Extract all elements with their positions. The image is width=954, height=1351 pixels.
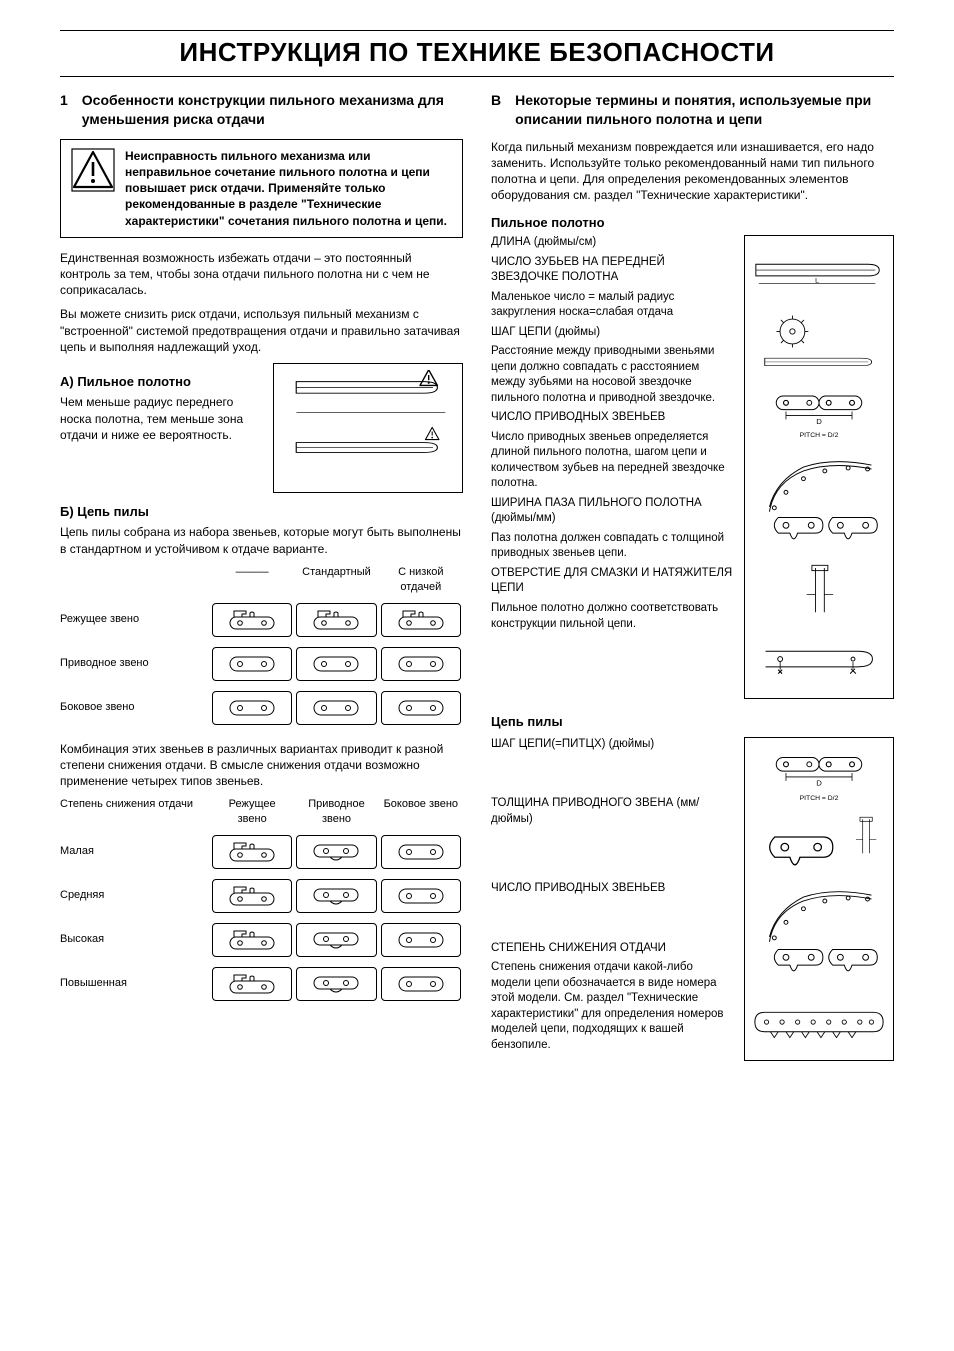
table-header: ——— [210, 565, 294, 595]
warning-box: Неисправность пильного механизма или неп… [60, 139, 463, 238]
right-column: В Некоторые термины и понятия, используе… [491, 91, 894, 1061]
row-label: Режущее звено [60, 612, 210, 627]
row-label: Средняя [60, 888, 210, 903]
table-row: Боковое звено [60, 689, 463, 727]
spec-item: СТЕПЕНЬ СНИЖЕНИЯ ОТДАЧИ [491, 941, 734, 957]
paragraph: Вы можете снизить риск отдачи, используя… [60, 306, 463, 355]
section-b-heading: В Некоторые термины и понятия, используе… [491, 91, 894, 129]
paragraph: Когда пильный механизм повреждается или … [491, 139, 894, 204]
spec-item: ОТВЕРСТИЕ ДЛЯ СМАЗКИ И НАТЯЖИТЕЛЯ ЦЕПИ [491, 566, 734, 597]
table-header: Приводное звено [294, 797, 378, 827]
table-header: С низкой отдачей [379, 565, 463, 595]
sprocket-diagram [751, 312, 887, 374]
section-1-heading: 1 Особенности конструкции пильного механ… [60, 91, 463, 129]
two-column-layout: 1 Особенности конструкции пильного механ… [60, 91, 894, 1061]
warning-icon [71, 148, 115, 192]
bar-specs-block: ДЛИНА (дюймы/см) ЧИСЛО ЗУБЬЕВ НА ПЕРЕДНЕ… [491, 235, 894, 699]
section-title: Особенности конструкции пильного механиз… [82, 91, 463, 129]
chain-diagrams: PITCH = D/2 [744, 737, 894, 1061]
drive-link-icon [397, 653, 445, 675]
chain-strip-diagram [751, 992, 887, 1054]
drive-thickness-diagram [751, 814, 887, 876]
pitch-diagram: PITCH = D/2 [751, 382, 887, 444]
paragraph: Цепь пилы собрана из набора звеньев, кот… [60, 524, 463, 556]
svg-text:PITCH = D/2: PITCH = D/2 [800, 432, 839, 439]
chain-heading: Цепь пилы [491, 713, 894, 731]
spec-item: ШАГ ЦЕПИ (дюймы) [491, 325, 734, 341]
row-label: Высокая [60, 932, 210, 947]
spec-item: ДЛИНА (дюймы/см) [491, 235, 734, 251]
cutter-link-icon [312, 609, 360, 631]
tension-hole-diagram [751, 630, 887, 692]
bar-kickback-diagram [273, 363, 463, 493]
drive-links-diagram [751, 452, 887, 552]
drive-link-icon [312, 653, 360, 675]
spec-item: ТОЛЩИНА ПРИВОДНОГО ЗВЕНА (мм/дюймы) [491, 796, 734, 827]
spec-item: ЧИСЛО ЗУБЬЕВ НА ПЕРЕДНЕЙ ЗВЕЗДОЧКЕ ПОЛОТ… [491, 255, 734, 286]
paragraph: Комбинация этих звеньев в различных вари… [60, 741, 463, 790]
spec-item: ЧИСЛО ПРИВОДНЫХ ЗВЕНЬЕВ [491, 410, 734, 426]
cutter-link-icon [397, 609, 445, 631]
chain-specs-block: ШАГ ЦЕПИ(=ПИТЦХ) (дюймы) ТОЛЩИНА ПРИВОДН… [491, 737, 894, 1061]
subsection-a-heading: А) Пильное полотно [60, 373, 261, 391]
tie-link-icon [312, 697, 360, 719]
table-row: Малая [60, 833, 463, 871]
chain-link-table: ——— Стандартный С низкой отдачей Режущее… [60, 565, 463, 727]
section-number: 1 [60, 91, 68, 129]
row-label: Приводное звено [60, 656, 210, 671]
bar-diagrams: L PITCH = D/2 [744, 235, 894, 699]
spec-item: Паз полотна должен совпадать с толщиной … [491, 531, 734, 562]
spec-item: Пильное полотно должно соответствовать к… [491, 601, 734, 632]
spec-item: Маленькое число = малый радиус закруглен… [491, 290, 734, 321]
table-header: Степень снижения отдачи [60, 797, 210, 827]
spec-item: Степень снижения отдачи какой-либо модел… [491, 960, 734, 1053]
section-title: Некоторые термины и понятия, используемы… [515, 91, 894, 129]
table-header: Стандартный [294, 565, 378, 595]
spec-item: ШАГ ЦЕПИ(=ПИТЦХ) (дюймы) [491, 737, 734, 753]
subsection-b-heading: Б) Цепь пилы [60, 503, 463, 521]
drive-link-icon [228, 653, 276, 675]
row-label: Повышенная [60, 976, 210, 991]
table-row: Повышенная [60, 965, 463, 1003]
spec-item: Число приводных звеньев определяется дли… [491, 430, 734, 492]
paragraph: Чем меньше радиус переднего носка полотн… [60, 394, 261, 443]
table-row: Режущее звено [60, 601, 463, 639]
svg-text:L: L [815, 278, 819, 285]
paragraph: Единственная возможность избежать отдачи… [60, 250, 463, 299]
gauge-diagram [751, 560, 887, 622]
section-letter: В [491, 91, 501, 129]
spec-item: ШИРИНА ПАЗА ПИЛЬНОГО ПОЛОТНА (дюймы/мм) [491, 496, 734, 527]
table-row: Приводное звено [60, 645, 463, 683]
bar-heading: Пильное полотно [491, 214, 894, 232]
tie-link-icon [228, 697, 276, 719]
row-label: Малая [60, 844, 210, 859]
cutter-link-icon [228, 609, 276, 631]
spec-item: ЧИСЛО ПРИВОДНЫХ ЗВЕНЬЕВ [491, 881, 734, 897]
page-title: ИНСТРУКЦИЯ ПО ТЕХНИКЕ БЕЗОПАСНОСТИ [60, 30, 894, 77]
tie-link-icon [397, 697, 445, 719]
chain-pitch-diagram: PITCH = D/2 [751, 744, 887, 806]
svg-text:PITCH = D/2: PITCH = D/2 [800, 795, 839, 802]
table-row: Средняя [60, 877, 463, 915]
table-row: Высокая [60, 921, 463, 959]
row-label: Боковое звено [60, 700, 210, 715]
subsection-a: А) Пильное полотно Чем меньше радиус пер… [60, 363, 463, 493]
table-header: Режущее звено [210, 797, 294, 827]
bar-length-diagram: L [751, 242, 887, 304]
drive-count-diagram [751, 884, 887, 984]
left-column: 1 Особенности конструкции пильного механ… [60, 91, 463, 1061]
spec-item: Расстояние между приводными звеньями цеп… [491, 344, 734, 406]
table-header: Боковое звено [379, 797, 463, 827]
kickback-reduction-table: Степень снижения отдачи Режущее звено Пр… [60, 797, 463, 1003]
warning-text: Неисправность пильного механизма или неп… [125, 148, 452, 229]
